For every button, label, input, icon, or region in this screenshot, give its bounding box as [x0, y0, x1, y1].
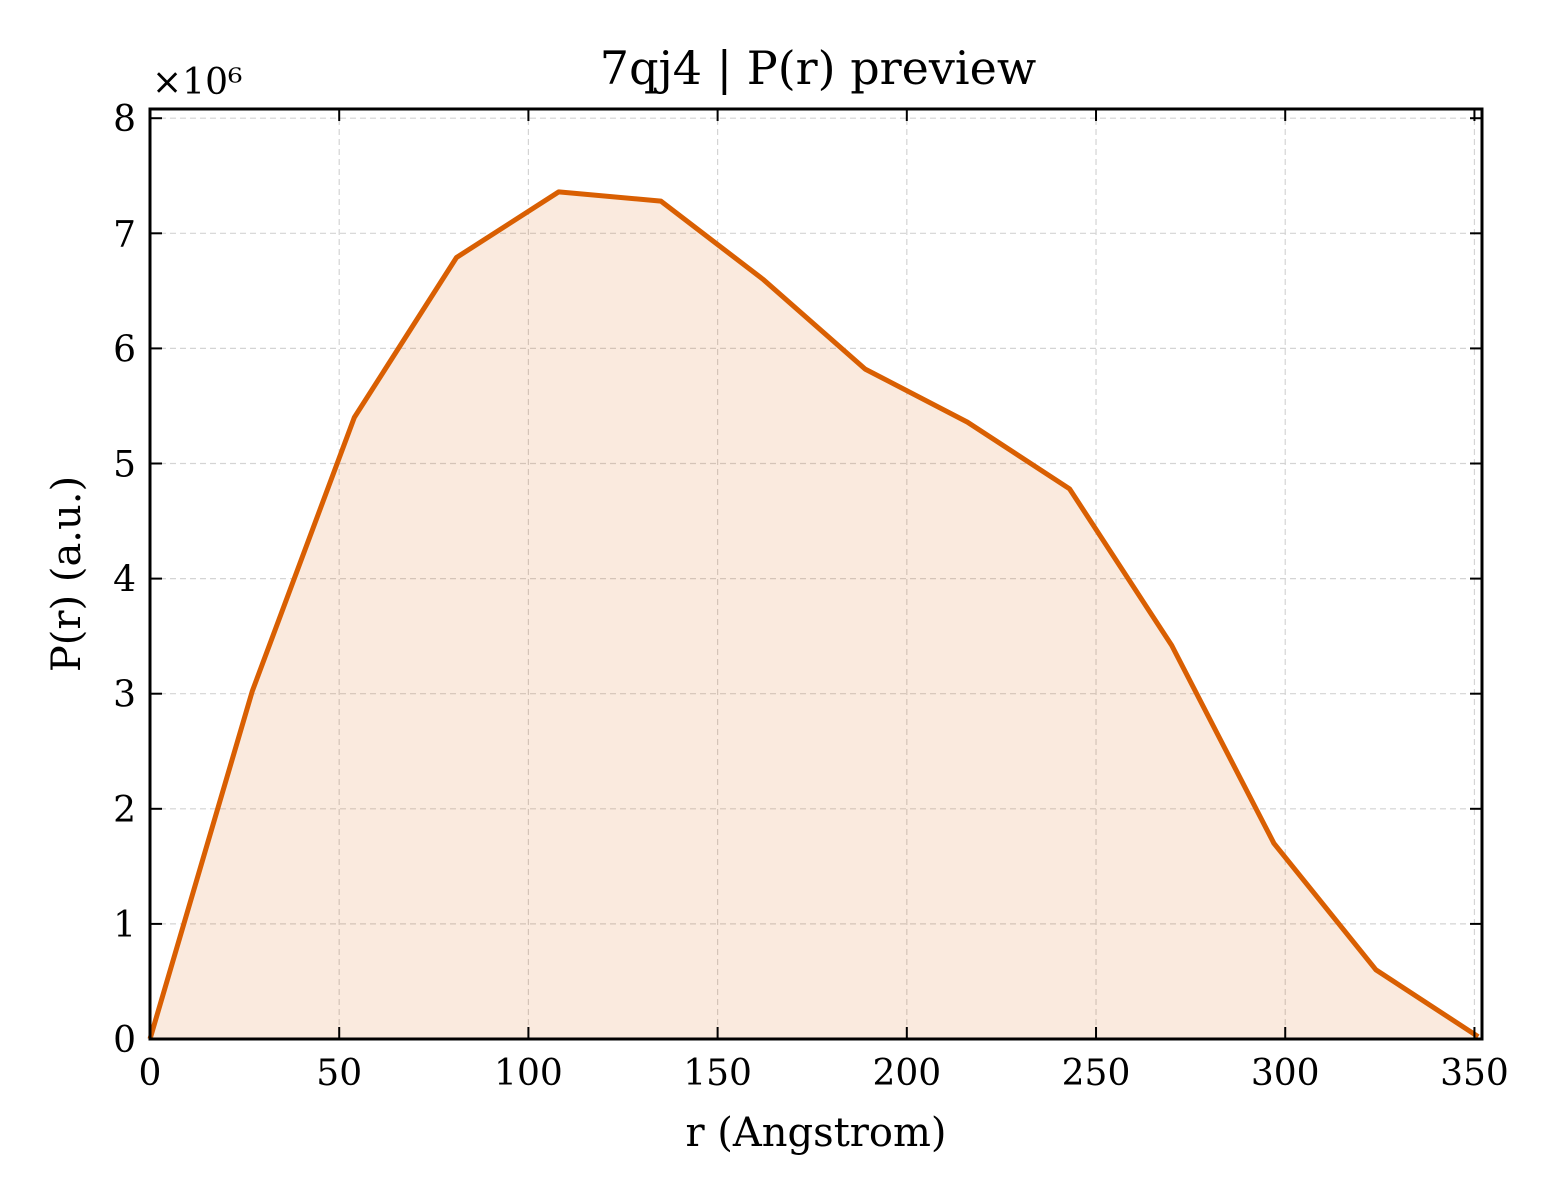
x-tick-label: 150	[683, 1053, 752, 1094]
y-tick-label: 7	[113, 214, 136, 255]
series-line	[147, 189, 1480, 1040]
x-tick-label: 200	[872, 1053, 941, 1094]
x-tick-label: 250	[1062, 1053, 1131, 1094]
y-tick-label: 0	[113, 1020, 136, 1061]
tick-labels: 0 50 100 150 200 250 300 350 0 1 2 3 4 5 6 7 8	[113, 99, 1509, 1094]
y-tick-label: 2	[113, 790, 136, 831]
x-axis-label: r (Angstrom)	[685, 1110, 946, 1156]
y-multiplier-label: ×10⁶	[152, 62, 242, 103]
x-tick-label: 0	[139, 1053, 162, 1094]
area-fill	[150, 191, 1479, 1039]
x-tick-label: 100	[494, 1053, 563, 1094]
y-tick-label: 4	[113, 560, 136, 601]
chart-title: 7qj4 | P(r) preview	[600, 41, 1036, 95]
x-tick-label: 300	[1251, 1053, 1320, 1094]
plot-frame	[148, 107, 1484, 1041]
y-tick-label: 6	[113, 329, 136, 370]
axis-ticks	[149, 109, 1482, 1040]
grid	[149, 109, 1482, 1040]
y-tick-label: 1	[113, 905, 136, 946]
x-tick-label: 50	[316, 1053, 362, 1094]
x-tick-label: 350	[1440, 1053, 1509, 1094]
y-tick-label: 5	[113, 445, 136, 486]
y-tick-label: 3	[113, 675, 136, 716]
y-axis-label: P(r) (a.u.)	[44, 476, 90, 672]
y-tick-label: 8	[113, 99, 136, 140]
